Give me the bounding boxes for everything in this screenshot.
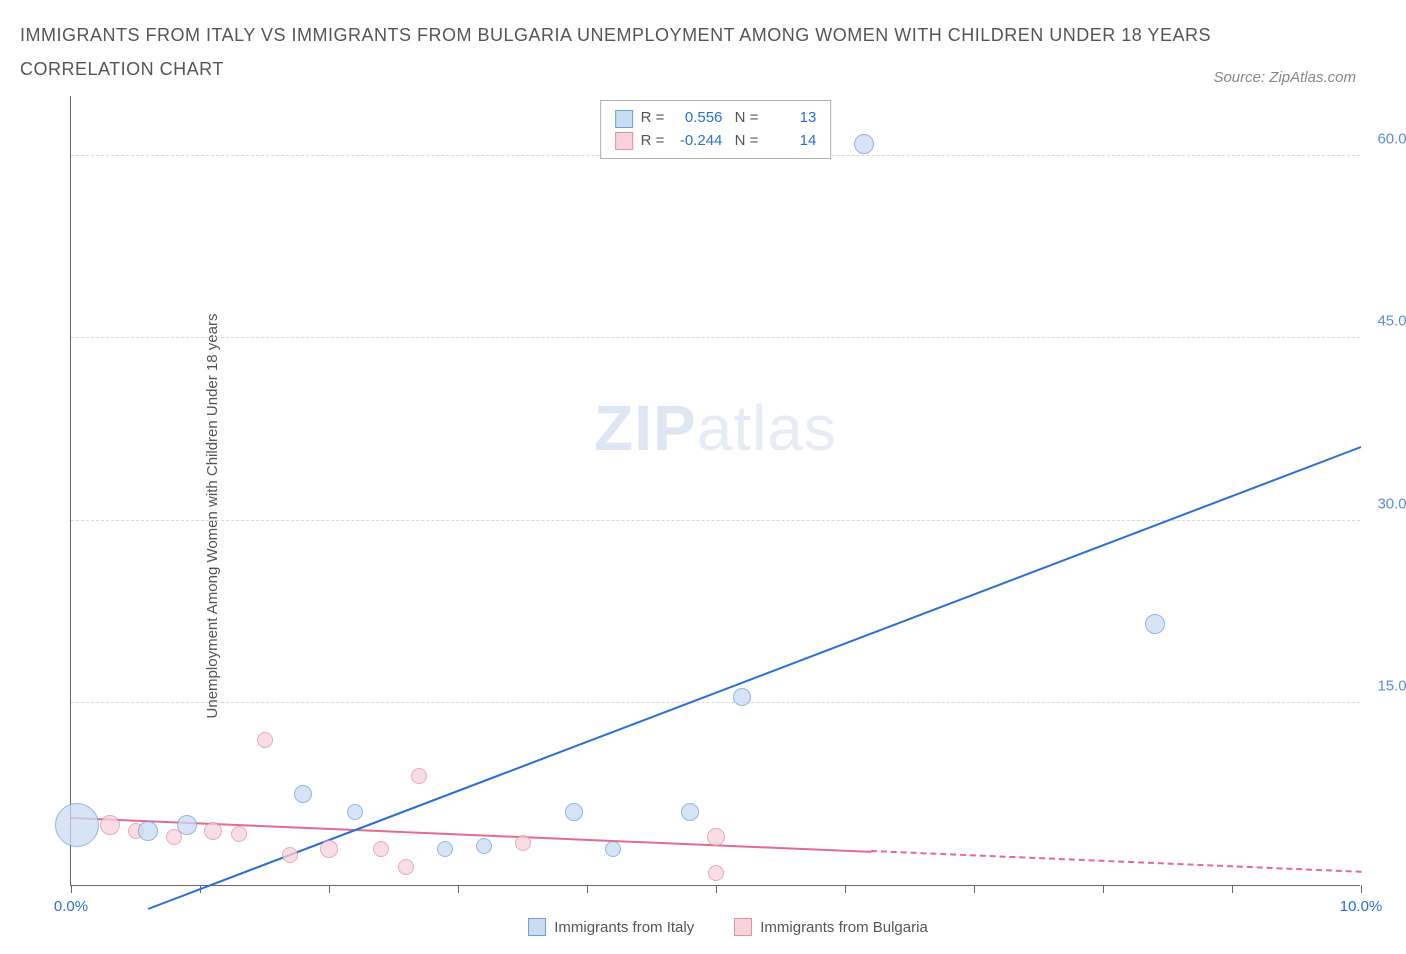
- y-tick-label: 45.0%: [1377, 313, 1406, 330]
- swatch-italy: [528, 918, 546, 936]
- x-tick: [845, 885, 846, 893]
- x-tick: [587, 885, 588, 893]
- data-point: [681, 803, 699, 821]
- data-point: [100, 815, 120, 835]
- swatch-italy: [615, 110, 633, 128]
- data-point: [708, 865, 724, 881]
- n-value-italy: 13: [766, 107, 816, 130]
- data-point: [398, 859, 414, 875]
- data-point: [565, 803, 583, 821]
- watermark: ZIPatlas: [594, 391, 837, 465]
- x-tick-label: 0.0%: [54, 898, 88, 915]
- data-point: [257, 732, 273, 748]
- n-value-bulgaria: 14: [766, 130, 816, 153]
- plot-area: ZIPatlas R = 0.556 N = 13 R = -0.244 N =…: [70, 96, 1360, 886]
- y-tick-label: 60.0%: [1377, 131, 1406, 148]
- legend-item-italy: Immigrants from Italy: [528, 918, 694, 936]
- data-point: [320, 840, 338, 858]
- grid-line: [71, 702, 1360, 703]
- x-tick: [458, 885, 459, 893]
- stat-label: R =: [641, 107, 665, 130]
- stats-row-bulgaria: R = -0.244 N = 14: [615, 130, 817, 153]
- r-value-bulgaria: -0.244: [672, 130, 722, 153]
- data-point: [347, 804, 363, 820]
- swatch-bulgaria: [734, 918, 752, 936]
- data-point: [476, 838, 492, 854]
- data-point: [437, 841, 453, 857]
- data-point: [294, 785, 312, 803]
- watermark-light: atlas: [697, 392, 837, 464]
- data-point: [605, 841, 621, 857]
- stat-label: R =: [641, 130, 665, 153]
- legend-label-italy: Immigrants from Italy: [554, 919, 694, 936]
- data-point: [707, 828, 725, 846]
- data-point: [55, 803, 99, 847]
- title-line2: CORRELATION CHART: [20, 59, 224, 79]
- data-point: [733, 688, 751, 706]
- data-point: [204, 822, 222, 840]
- source-attribution: Source: ZipAtlas.com: [1213, 69, 1386, 86]
- data-point: [854, 134, 874, 154]
- data-point: [231, 826, 247, 842]
- trend-line: [871, 850, 1361, 873]
- data-point: [515, 835, 531, 851]
- chart-title: IMMIGRANTS FROM ITALY VS IMMIGRANTS FROM…: [20, 18, 1211, 86]
- x-tick: [716, 885, 717, 893]
- stat-label: N =: [730, 107, 758, 130]
- x-tick: [1361, 885, 1362, 893]
- data-point: [177, 815, 197, 835]
- data-point: [138, 821, 158, 841]
- data-point: [282, 847, 298, 863]
- x-tick: [1232, 885, 1233, 893]
- title-line1: IMMIGRANTS FROM ITALY VS IMMIGRANTS FROM…: [20, 25, 1211, 45]
- legend-label-bulgaria: Immigrants from Bulgaria: [760, 919, 928, 936]
- stats-row-italy: R = 0.556 N = 13: [615, 107, 817, 130]
- x-tick: [974, 885, 975, 893]
- swatch-bulgaria: [615, 132, 633, 150]
- stat-label: N =: [730, 130, 758, 153]
- legend: Immigrants from Italy Immigrants from Bu…: [70, 918, 1386, 936]
- x-tick-label: 10.0%: [1340, 898, 1383, 915]
- x-tick: [1103, 885, 1104, 893]
- correlation-stats-box: R = 0.556 N = 13 R = -0.244 N = 14: [600, 100, 832, 159]
- x-tick: [71, 885, 72, 893]
- data-point: [1145, 614, 1165, 634]
- data-point: [373, 841, 389, 857]
- watermark-bold: ZIP: [594, 392, 697, 464]
- data-point: [411, 768, 427, 784]
- y-tick-label: 15.0%: [1377, 678, 1406, 695]
- grid-line: [71, 337, 1360, 338]
- r-value-italy: 0.556: [672, 107, 722, 130]
- legend-item-bulgaria: Immigrants from Bulgaria: [734, 918, 928, 936]
- y-tick-label: 30.0%: [1377, 495, 1406, 512]
- x-tick: [329, 885, 330, 893]
- chart-container: Unemployment Among Women with Children U…: [20, 96, 1386, 936]
